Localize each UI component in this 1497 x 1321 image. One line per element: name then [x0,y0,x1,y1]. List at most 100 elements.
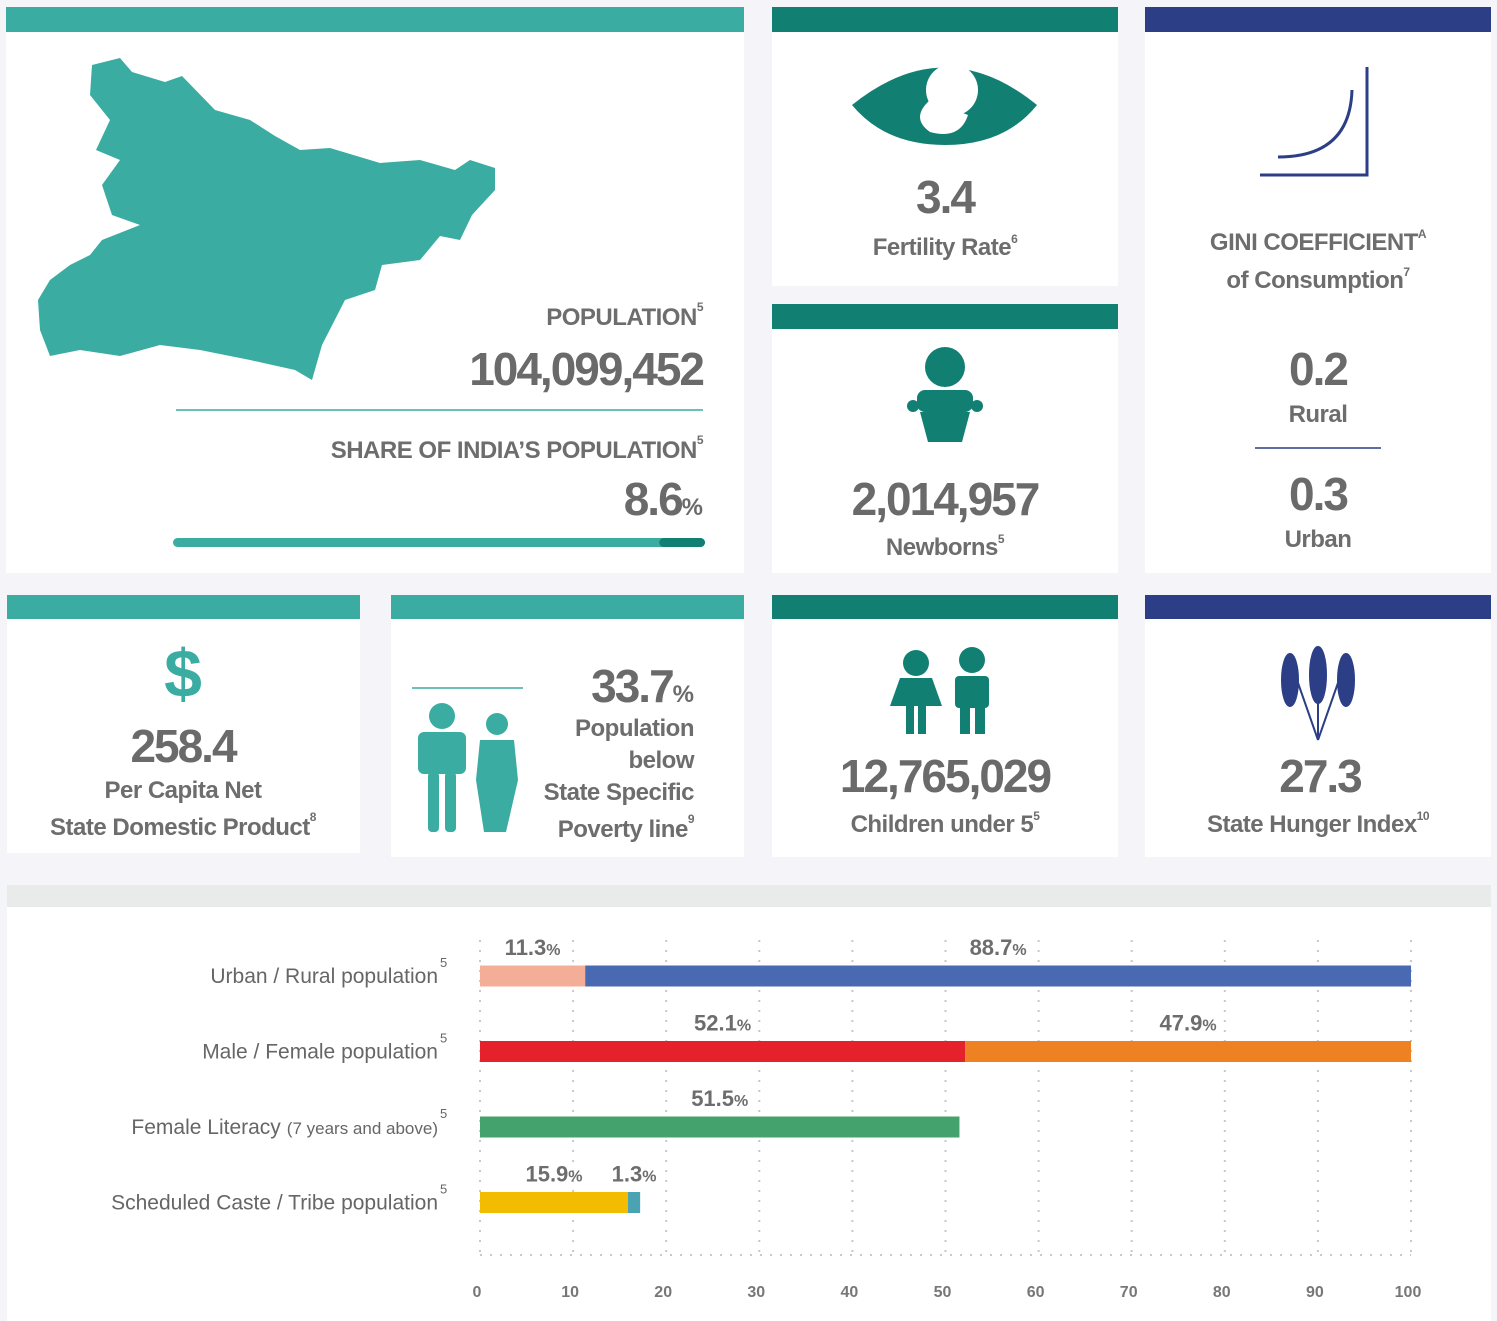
people-icon [418,703,518,832]
unit: % [1012,942,1026,959]
footnote: A [1418,227,1427,241]
x-tick-label: 10 [561,1284,579,1301]
card-band [772,7,1118,32]
bar-segment [480,965,586,987]
chart-panel [7,885,1491,1321]
population-label: POPULATION5 [546,300,704,331]
x-tick-label: 40 [841,1284,859,1301]
card-band [7,595,360,619]
value-label: 1.3% [612,1162,657,1187]
gini-title: GINI COEFFICIENTA [1210,227,1427,256]
gini-rural-label: Rural [1289,401,1348,428]
card [772,7,1118,286]
footnote: 5 [440,1106,447,1121]
category-label: Male / Female population [202,1041,438,1064]
value: 88.7 [970,935,1013,960]
value: 11.3 [505,935,547,960]
footnote: 5 [998,532,1005,546]
state-map [38,58,495,380]
bar-segment [965,1041,1411,1062]
footnote: 7 [1403,265,1410,279]
card-band [772,595,1118,619]
value-label: 88.7% [970,935,1027,960]
poverty-line: State Specific [544,779,695,806]
value: 8.6 [624,473,682,525]
x-tick-label: 0 [473,1284,482,1301]
value: 33.7 [591,660,673,712]
label: Urban / Rural population [210,965,438,988]
bar-segment [480,1041,966,1062]
gini-rural-value: 0.2 [1289,343,1347,395]
unit: % [1202,1018,1216,1035]
sndp-line: State Domestic Product8 [50,810,317,841]
newborns-label: Newborns5 [886,532,1005,561]
children-label: Children under 55 [851,809,1041,838]
x-tick-label: 80 [1213,1284,1231,1301]
label: SHARE OF INDIA’S POPULATION [331,437,697,464]
x-tick-label: 100 [1395,1284,1422,1301]
label: GINI COEFFICIENT [1210,229,1419,256]
category-label: Urban / Rural population [210,965,438,988]
label: State Domestic Product [50,814,310,841]
sndp-line: Per Capita Net [104,777,262,804]
label-detail: (7 years and above) [287,1119,438,1138]
footnote: 8 [310,810,317,824]
gini-urban-value: 0.3 [1289,468,1347,520]
hunger-value: 27.3 [1279,750,1361,802]
poverty-value: 33.7% [591,660,694,712]
sndp-value: 258.4 [130,720,238,772]
baby-icon [907,347,983,442]
unit: % [734,1093,748,1110]
gini-subtitle: of Consumption7 [1226,265,1410,294]
footnote: 5 [440,1182,447,1197]
bar-segment [585,965,1411,987]
bar-chart: 0 10 20 30 40 50 60 70 80 90 100 Urban / Rural popu… [111,935,1421,1301]
unit: % [682,494,703,521]
unit: % [737,1018,751,1035]
card-band [6,7,744,32]
dollar-icon: $ [164,636,202,712]
chart-band [7,885,1491,907]
newborns-value: 2,014,957 [852,473,1039,525]
value-label: 11.3% [505,935,561,960]
label: Female Literacy [131,1116,281,1139]
label: Male / Female population [202,1041,438,1064]
footnote: 5 [440,955,447,970]
bar-segment [480,1116,960,1138]
footnote: 10 [1417,809,1430,823]
children-icon [890,647,989,734]
card [7,595,360,853]
footnote: 5 [697,300,704,314]
x-tick-label: 60 [1027,1284,1045,1301]
value: 51.5 [691,1086,734,1111]
card [772,595,1118,857]
category-label: Scheduled Caste / Tribe population [111,1192,438,1215]
share-bar [659,538,705,547]
card-band [391,595,744,619]
share-track [173,538,705,547]
category-label: Female Literacy (7 years and above) [131,1116,438,1139]
unit: % [546,942,560,959]
unit: % [673,681,694,708]
footnote: 9 [688,812,695,826]
x-tick-label: 30 [747,1284,765,1301]
value: 1.3 [612,1162,643,1187]
label: POPULATION [546,304,697,331]
value: 15.9 [525,1162,568,1187]
value: 52.1 [694,1011,737,1036]
poverty-line: Poverty line9 [558,812,695,843]
value: 47.9 [1159,1011,1202,1036]
unit: % [568,1169,582,1186]
label: Children under 5 [851,811,1034,838]
share-label: SHARE OF INDIA’S POPULATION5 [331,433,704,464]
label: Newborns [886,534,998,561]
card [1145,7,1491,573]
label: Poverty line [558,816,688,843]
footnote: 5 [697,433,704,447]
children-value: 12,765,029 [840,750,1051,802]
gini-icon [1260,67,1369,177]
fertility-value: 3.4 [916,171,976,223]
wheat-icon [1281,646,1355,741]
gini-urban-label: Urban [1285,526,1352,553]
